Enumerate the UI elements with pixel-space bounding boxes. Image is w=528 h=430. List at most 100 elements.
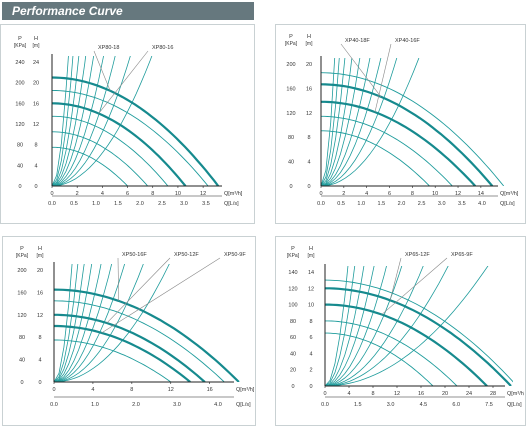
p-tick-label: 0 (289, 184, 292, 190)
system-curve (325, 266, 365, 386)
x1-tick-label: 28 (490, 391, 496, 397)
x2-axis-label: Q[L/s] (507, 402, 522, 408)
system-curve (325, 266, 489, 386)
p-tick-label: 120 (286, 111, 295, 117)
p-tick-label: 200 (15, 81, 24, 87)
x2-axis-label: Q[L/s] (224, 201, 239, 207)
p-tick-label: 40 (288, 160, 294, 166)
system-curve (54, 264, 144, 382)
system-curve (321, 58, 353, 186)
h-tick-label: 12 (308, 286, 314, 292)
performance-chart-3: XP50-16F XP50-12F XP50-9F P[KPa] H[m] 20 200 16… (16, 246, 254, 408)
pump-curve-main (321, 83, 494, 186)
system-curve (321, 58, 346, 186)
h-tick-label: 12 (37, 313, 43, 319)
p-tick-label: 60 (290, 335, 296, 341)
section-header: Performance Curve (2, 2, 254, 20)
section-title: Performance Curve (12, 4, 123, 18)
series-label: XP80-16 (152, 45, 173, 51)
pump-curve-minor (321, 72, 505, 186)
performance-chart-1: XP80-18 XP80-16P[KPa]H[m]2424020200161601… (14, 36, 243, 207)
pump-curve-minor (325, 320, 458, 386)
h-tick-label: 0 (309, 384, 312, 390)
p-tick-label: 40 (290, 351, 296, 357)
h-axis-symbol: H (38, 246, 42, 252)
series-leader-line (93, 50, 111, 91)
x2-tick-label: 0.5 (70, 201, 78, 207)
system-curve (325, 266, 356, 386)
h-tick-label: 0 (34, 184, 37, 190)
p-tick-label: 0 (20, 380, 23, 386)
pump-curve-minor (52, 89, 209, 186)
x1-tick-label: 0 (50, 191, 53, 197)
x1-axis-label: Q[m³/h] (224, 191, 243, 197)
x1-tick-label: 14 (478, 191, 484, 197)
x1-tick-label: 0 (323, 391, 326, 397)
p-tick-label: 160 (17, 290, 26, 296)
system-curve (54, 264, 126, 382)
pump-curve-minor (52, 131, 149, 186)
x1-axis-label: Q[m³/h] (500, 191, 519, 197)
series-label: XP50-12F (174, 252, 199, 258)
performance-chart-4: XP65-12F XP65-9FP[KPa]H[m]141401212010100… (287, 246, 524, 408)
h-tick-label: 0 (307, 184, 310, 190)
system-curve (321, 58, 340, 186)
x1-tick-label: 8 (151, 191, 154, 197)
x1-tick-label: 4 (91, 387, 94, 393)
system-curve (325, 266, 387, 386)
pump-curve-main (52, 76, 220, 186)
p-tick-label: 200 (286, 62, 295, 68)
system-curve (321, 58, 382, 186)
p-axis-unit: [KPa] (16, 253, 29, 259)
plot-area (321, 58, 505, 186)
x2-tick-label: 0.5 (337, 201, 345, 207)
pump-curve-main (325, 287, 512, 386)
x2-axis-label: Q[L/s] (500, 201, 515, 207)
p-tick-label: 80 (290, 319, 296, 325)
x2-tick-label: 6.0 (452, 402, 460, 408)
p-tick-label: 0 (18, 184, 21, 190)
system-curve (52, 56, 87, 186)
x2-tick-label: 2.0 (132, 402, 140, 408)
x1-tick-label: 8 (371, 391, 374, 397)
series-leader-line (106, 257, 171, 324)
pump-curve-minor (54, 339, 172, 382)
performance-chart-2: XP40-18F XP40-16FP[KPa]H[m]20200161601212… (285, 34, 519, 207)
pump-curve-minor (52, 146, 128, 186)
p-tick-label: 160 (15, 101, 24, 107)
h-tick-label: 4 (38, 358, 41, 364)
system-curve (325, 266, 375, 386)
x1-tick-label: 12 (168, 387, 174, 393)
p-tick-label: 80 (17, 143, 23, 149)
plot-area (54, 264, 240, 382)
series-leader-line (98, 50, 149, 114)
x1-tick-label: 2 (76, 191, 79, 197)
p-tick-label: 0 (291, 384, 294, 390)
x2-tick-label: 1.0 (91, 402, 99, 408)
chart-frame-1 (0, 24, 255, 224)
h-tick-label: 16 (306, 86, 312, 92)
x1-tick-label: 6 (388, 191, 391, 197)
h-tick-label: 14 (308, 270, 314, 276)
p-tick-label: 240 (15, 60, 24, 66)
p-tick-label: 40 (19, 358, 25, 364)
plot-area (325, 266, 513, 386)
p-axis-unit: [KPa] (287, 253, 300, 259)
x2-axis-label: Q[L/s] (236, 402, 251, 408)
x1-tick-label: 4 (101, 191, 104, 197)
h-axis-unit: [m] (308, 253, 316, 259)
x2-tick-label: 1.5 (114, 201, 122, 207)
x2-tick-label: 4.0 (478, 201, 486, 207)
p-axis-unit: [KPa] (14, 43, 27, 49)
x2-tick-label: 1.0 (92, 201, 100, 207)
p-tick-label: 160 (286, 86, 295, 92)
h-tick-label: 0 (38, 380, 41, 386)
series-leader-line (389, 257, 402, 301)
x1-tick-label: 6 (126, 191, 129, 197)
x1-tick-label: 0 (319, 191, 322, 197)
h-tick-label: 16 (37, 290, 43, 296)
system-curve (321, 58, 420, 186)
p-axis-symbol: P (20, 246, 24, 252)
p-tick-label: 40 (17, 163, 23, 169)
system-curve (325, 266, 449, 386)
